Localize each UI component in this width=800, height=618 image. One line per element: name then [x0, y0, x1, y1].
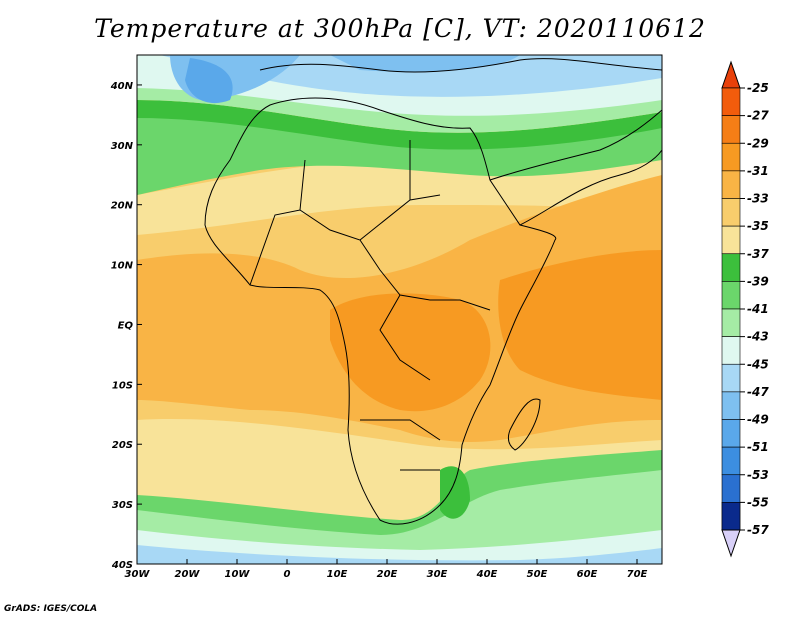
colorbar-swatch: [721, 142, 741, 172]
colorbar-swatch: [721, 391, 741, 420]
colorbar-label: -45: [747, 357, 769, 371]
colorbar-swatch: [721, 363, 741, 393]
lon-tick-label: 70E: [627, 569, 648, 580]
lon-tick-label: 20W: [175, 569, 201, 580]
lat-tick-label: EQ: [118, 320, 134, 331]
colorbar-label: -27: [747, 109, 769, 123]
colorbar-swatch: [721, 281, 741, 310]
grads-credit: GrADS: IGES/COLA: [4, 604, 98, 614]
lon-tick-label: 30E: [427, 569, 448, 580]
colorbar: -25 -27 -29 -31 -33 -35 -37 -39 -41 -43 -45 -47 -49 -…: [721, 60, 769, 558]
lat-tick-label: 20S: [112, 440, 133, 451]
temperature-field: [137, 55, 662, 564]
colorbar-label: -49: [747, 413, 769, 427]
lon-tick-label: 40E: [476, 569, 498, 580]
latitude-axis: 40N 30N 20N 10N EQ 10S 20S 30S 40S: [110, 81, 142, 571]
colorbar-swatch: [721, 225, 741, 255]
lat-tick-label: 20N: [111, 201, 134, 212]
map-frame: [136, 54, 663, 565]
lon-tick-label: 50E: [527, 569, 548, 580]
colorbar-swatch: [721, 253, 741, 282]
colorbar-swatch: [721, 474, 741, 503]
colorbar-label: -55: [747, 495, 769, 509]
coastlines: [204, 58, 662, 525]
colorbar-label: -43: [747, 330, 769, 344]
colorbar-swatch: [721, 87, 741, 116]
colorbar-label: -47: [747, 385, 769, 399]
lon-tick-label: 60E: [577, 569, 598, 580]
colorbar-label: -29: [747, 136, 769, 150]
colorbar-swatch: [721, 446, 741, 476]
colorbar-label: -33: [747, 192, 769, 206]
colorbar-swatch: [721, 198, 741, 227]
lon-tick-label: 0: [284, 569, 291, 580]
colorbar-label: -31: [747, 164, 769, 178]
lat-tick-label: 10S: [112, 380, 133, 391]
lat-tick-label: 40S: [111, 560, 133, 571]
colorbar-label: -51: [747, 440, 769, 454]
lon-tick-label: 20E: [377, 569, 398, 580]
lon-tick-label: 10E: [327, 569, 348, 580]
longitude-axis: 30W 20W 10W 0 10E 20E 30E 40E 50E 60E 70E: [125, 559, 648, 580]
lat-tick-label: 30N: [111, 141, 134, 152]
colorbar-label: -53: [747, 468, 769, 482]
colorbar-bottom-cap: [721, 529, 741, 558]
colorbar-swatch: [721, 308, 741, 337]
colorbar-swatch: [721, 419, 741, 448]
colorbar-label: -57: [747, 523, 769, 537]
colorbar-swatch: [721, 170, 741, 199]
colorbar-label: -35: [747, 219, 769, 233]
colorbar-top-cap: [721, 60, 741, 89]
colorbar-label: -39: [747, 274, 769, 288]
map-title: Temperature at 300hPa [C], VT: 202011061…: [94, 14, 706, 43]
colorbar-swatch: [721, 115, 741, 144]
lat-tick-label: 10N: [111, 261, 134, 272]
colorbar-swatch: [721, 336, 741, 365]
colorbar-swatch: [721, 502, 741, 531]
colorbar-label: -37: [747, 247, 769, 261]
lat-tick-label: 40N: [110, 81, 134, 92]
lon-tick-label: 10W: [225, 569, 251, 580]
lon-tick-label: 30W: [125, 569, 151, 580]
colorbar-label: -41: [747, 302, 769, 316]
lat-tick-label: 30S: [112, 500, 133, 511]
colorbar-label: -25: [747, 81, 769, 95]
